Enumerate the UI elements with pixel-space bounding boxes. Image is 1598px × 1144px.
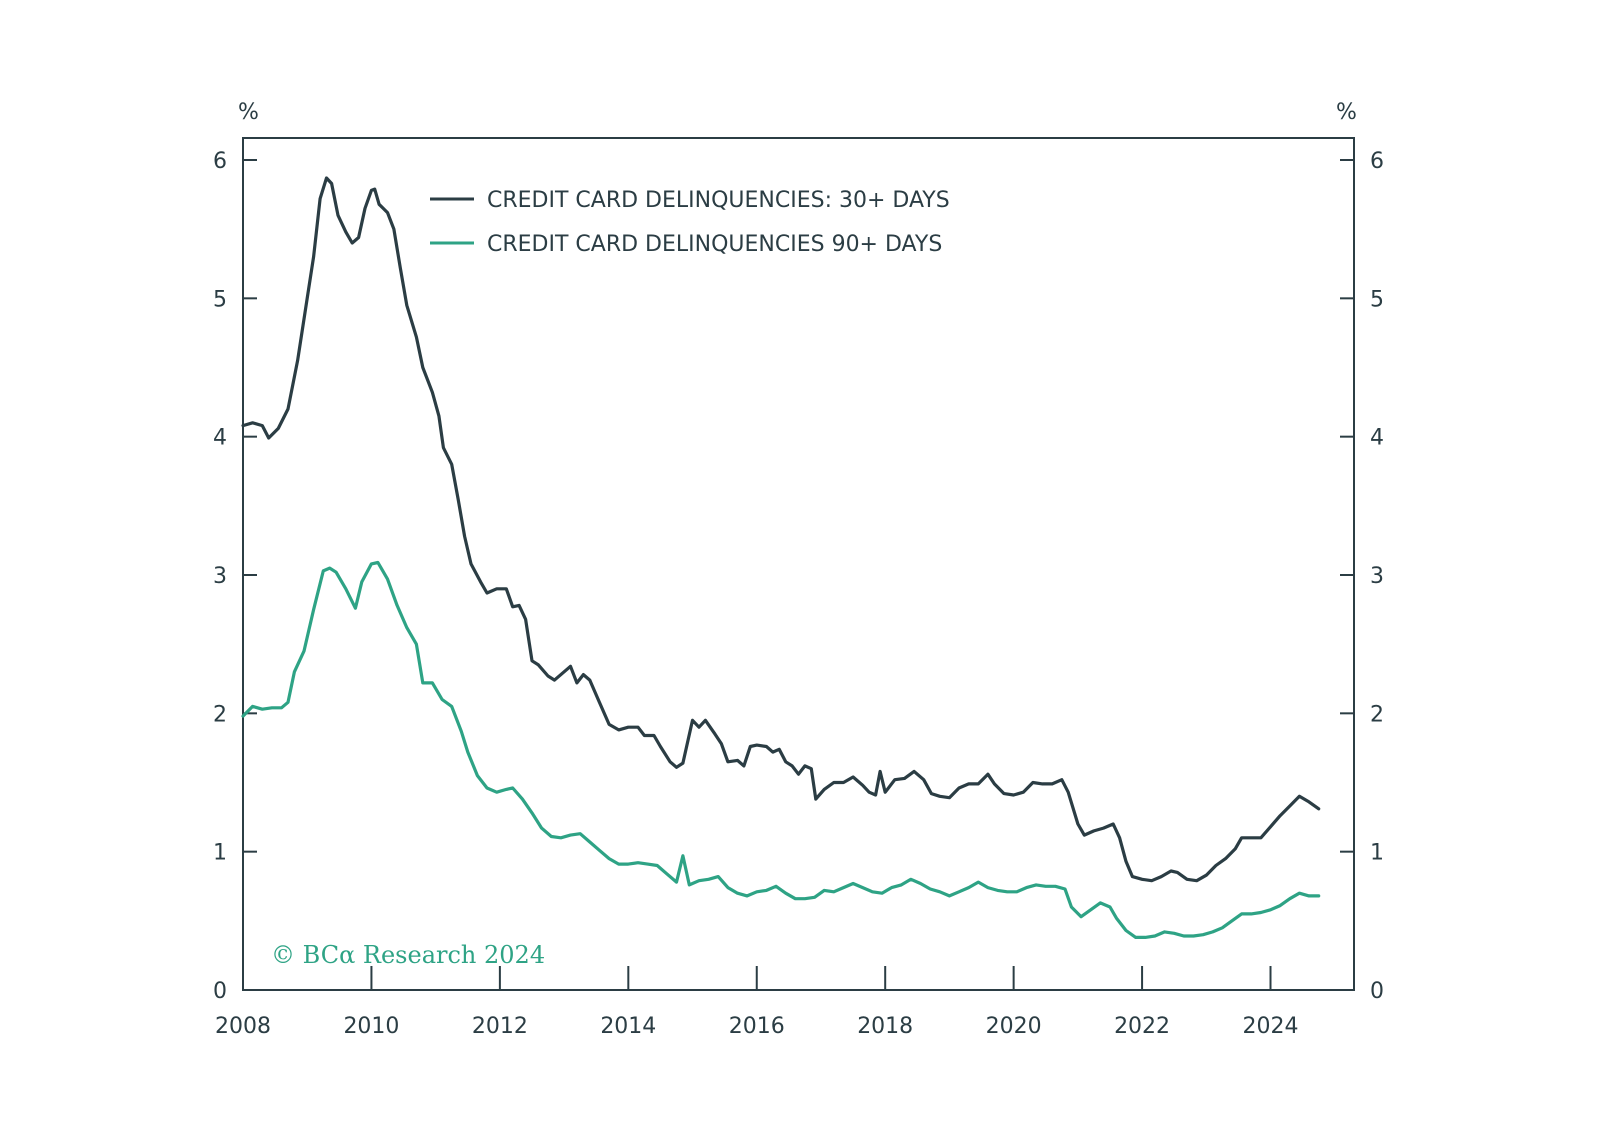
x-tick-label: 2022 [1114,1014,1170,1039]
x-tick-label: 2014 [600,1014,656,1039]
y-tick-label-left: 0 [213,979,227,1004]
copyright-watermark: © BCα Research 2024 [271,941,545,969]
y-tick-label-left: 5 [213,287,227,312]
y-tick-label-right: 4 [1370,426,1384,451]
x-tick-label: 2016 [729,1014,785,1039]
x-tick-label: 2020 [986,1014,1042,1039]
y-axis: 0 0 1 1 2 2 3 3 4 4 5 5 6 6 [213,149,1384,1004]
y-tick-label-left: 3 [213,564,227,589]
y-tick-label-right: 1 [1370,841,1384,866]
legend-label-30-days: CREDIT CARD DELINQUENCIES: 30+ DAYS [487,188,950,213]
legend-label-90-days: CREDIT CARD DELINQUENCIES 90+ DAYS [487,232,942,257]
y-tick-label-right: 5 [1370,287,1384,312]
x-tick-label: 2010 [343,1014,399,1039]
x-tick-label: 2018 [857,1014,913,1039]
right-axis-unit: % [1336,100,1357,125]
series-line-90-days [241,560,1321,939]
plot-frame [242,137,1355,991]
y-tick-label-right: 0 [1370,979,1384,1004]
x-tick-label: 2012 [472,1014,528,1039]
legend: CREDIT CARD DELINQUENCIES: 30+ DAYS CRED… [430,188,950,257]
series-lines [241,176,1321,939]
x-axis: 2008 2010 2012 2014 2016 2018 2020 2022 2024 [215,966,1299,1039]
y-tick-label-right: 6 [1370,149,1384,174]
y-tick-label-right: 3 [1370,564,1384,589]
y-tick-label-left: 6 [213,149,227,174]
y-tick-label-right: 2 [1370,702,1384,727]
y-tick-label-left: 2 [213,702,227,727]
y-tick-label-left: 4 [213,426,227,451]
x-tick-label: 2024 [1243,1014,1299,1039]
series-line-30-days [241,176,1321,883]
y-tick-label-left: 1 [213,841,227,866]
left-axis-unit: % [238,100,259,125]
x-tick-label: 2008 [215,1014,271,1039]
